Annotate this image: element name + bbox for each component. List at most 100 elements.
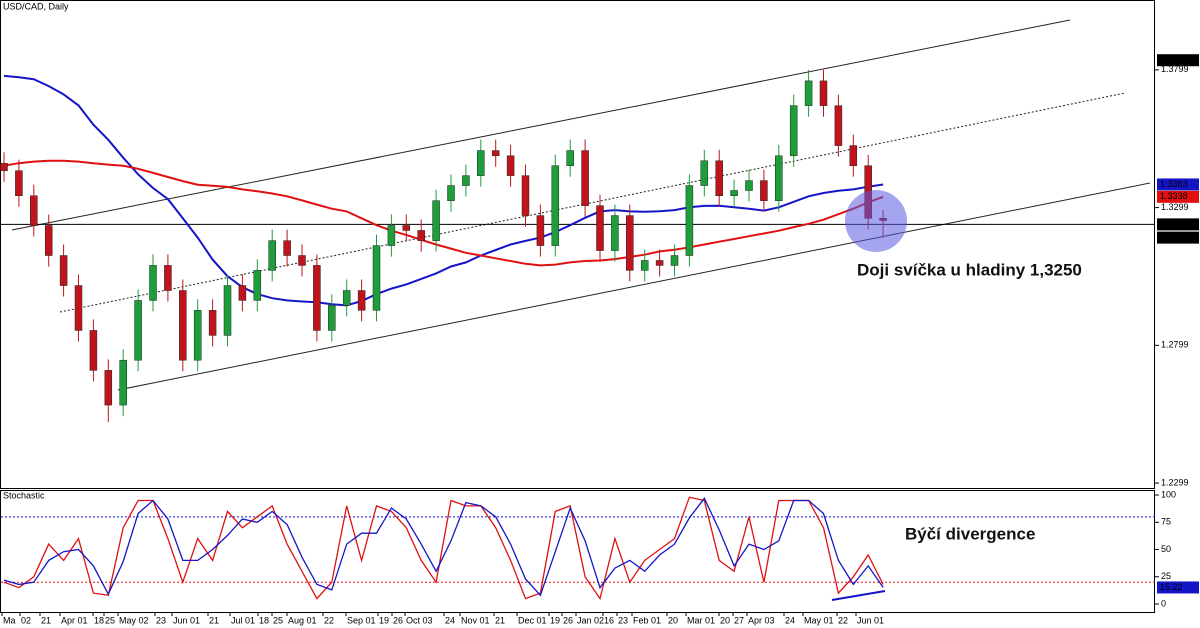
candle-body — [730, 190, 738, 196]
x-tick-label: 16 — [604, 615, 614, 625]
x-tick-label: Jul 01 — [231, 615, 255, 625]
candle-body — [760, 180, 768, 201]
price-marker-box — [1157, 581, 1199, 594]
candle-body — [655, 260, 664, 266]
candle-body — [536, 215, 545, 246]
price-panel — [0, 0, 1155, 489]
x-tick-label: 19 — [379, 615, 389, 625]
y-tick-label: 0 — [1161, 598, 1166, 608]
price-marker-box — [1157, 218, 1199, 231]
candle-body — [298, 255, 306, 266]
candle-body — [685, 185, 694, 256]
x-tick-label: Apr 01 — [61, 615, 88, 625]
candle-body — [417, 230, 425, 241]
candle-body — [387, 225, 396, 246]
candle-body — [462, 175, 470, 186]
candle-body — [253, 270, 262, 301]
y-tick-label: 50 — [1161, 544, 1171, 554]
candle-body — [357, 290, 366, 311]
x-tick-label: Mar 01 — [687, 615, 715, 625]
y-tick-label: 25 — [1161, 571, 1171, 581]
x-tick-label: 26 — [563, 615, 573, 625]
candle-body — [328, 305, 336, 331]
x-tick-label: Nov 01 — [461, 615, 490, 625]
x-tick-label: 22 — [838, 615, 848, 625]
y-tick-label: 75 — [1161, 517, 1171, 527]
x-tick-label: 23 — [618, 615, 628, 625]
x-tick-label: 22 — [324, 615, 334, 625]
candle-body — [119, 359, 127, 406]
candle-body — [432, 200, 440, 241]
x-tick-label: 21 — [209, 615, 219, 625]
x-tick-label: 21 — [495, 615, 505, 625]
x-tick-label: Apr 03 — [748, 615, 775, 625]
candle-body — [804, 80, 813, 106]
indicator-line — [3, 74, 884, 307]
price-marker-label: 1.3338 — [1160, 191, 1188, 201]
candle-body — [89, 330, 98, 371]
candle-body — [193, 310, 202, 361]
candle-body — [670, 255, 679, 266]
y-tick-label: 1.3299 — [1161, 202, 1189, 212]
doji-highlight — [845, 190, 907, 252]
x-tick-label: Jun 01 — [857, 615, 884, 625]
y-tick-label: 1.2299 — [1161, 477, 1189, 487]
candle-body — [208, 310, 217, 336]
candle-body — [521, 175, 530, 216]
stochastic-title: Stochastic — [3, 490, 45, 500]
x-tick-label: May 02 — [119, 615, 149, 625]
doji-annotation: Doji svíčka u hladiny 1,3250 — [857, 260, 1082, 279]
candle-body — [789, 105, 798, 157]
y-tick-label: 1.3799 — [1161, 64, 1189, 74]
candle-body — [819, 80, 828, 106]
price-marker-box — [1157, 190, 1199, 203]
candle-body — [268, 240, 276, 271]
candle-body — [283, 240, 291, 256]
candle-body — [0, 162, 8, 171]
candle-body — [149, 265, 157, 301]
candle-body — [640, 260, 649, 271]
candle-body — [700, 160, 709, 186]
x-tick-label: Jan 02 — [577, 615, 604, 625]
candle-body — [30, 195, 38, 226]
price-marker-box — [1157, 178, 1199, 191]
x-tick-label: 21 — [41, 615, 51, 625]
x-tick-label: 20 — [668, 615, 678, 625]
candle-body — [596, 205, 604, 251]
divergence-line — [831, 590, 886, 601]
candle-body — [179, 290, 187, 361]
candle-body — [477, 150, 485, 176]
candle-body — [849, 145, 858, 166]
divergence-annotation: Býčí divergence — [905, 524, 1035, 543]
x-tick-label: Feb 01 — [633, 615, 661, 625]
x-tick-label: 24 — [785, 615, 795, 625]
price-marker-label: 1.3834 — [1160, 55, 1188, 65]
chart-title: USD/CAD, Daily — [3, 1, 69, 11]
x-tick-label: 23 — [156, 615, 166, 625]
candle-body — [164, 265, 172, 291]
candle-body — [626, 215, 634, 271]
candle-body — [74, 285, 83, 331]
candle-body — [44, 225, 53, 256]
x-tick-label: Oct 03 — [406, 615, 433, 625]
candle-body — [491, 150, 500, 157]
candle-body — [775, 155, 783, 201]
channel-middle — [59, 92, 1126, 313]
candle-body — [834, 105, 843, 146]
candle-body — [313, 265, 321, 331]
y-tick-label: 1.2799 — [1161, 340, 1189, 350]
candle-body — [372, 245, 381, 311]
candle-body — [238, 285, 247, 301]
x-tick-label: 18 — [94, 615, 104, 625]
x-tick-label: 18 — [259, 615, 269, 625]
indicator-line — [3, 159, 884, 267]
candle-body — [104, 370, 113, 406]
candle-body — [506, 155, 515, 176]
x-tick-label: 02 — [21, 615, 31, 625]
candle-body — [223, 285, 232, 336]
candle-body — [447, 185, 455, 201]
stochastic-panel — [0, 490, 1155, 613]
candle-body — [551, 165, 560, 246]
